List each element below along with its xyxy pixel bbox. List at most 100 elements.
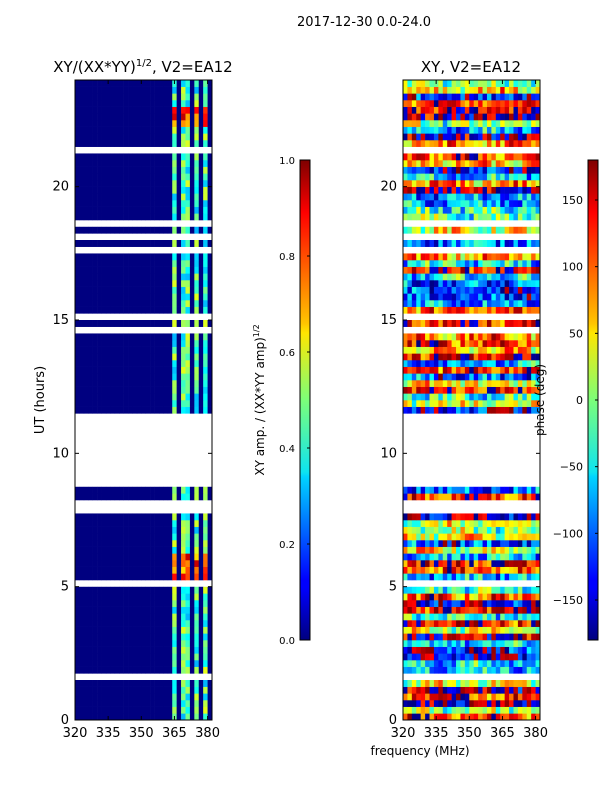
heatmap-cell	[119, 106, 124, 114]
heatmap-cell	[181, 200, 186, 207]
heatmap-cell	[486, 400, 492, 407]
heatmap-cell	[207, 293, 212, 301]
heatmap-cell	[425, 633, 430, 641]
heatmap-cell	[198, 333, 204, 341]
heatmap-cell	[486, 100, 492, 107]
heatmap-cell	[456, 373, 461, 381]
heatmap-cell	[425, 406, 430, 414]
heatmap-cell	[141, 380, 147, 387]
heatmap-cell	[150, 513, 155, 521]
heatmap-cell	[420, 333, 426, 341]
heatmap-cell	[150, 486, 155, 494]
heatmap-cell	[88, 660, 93, 667]
heatmap-cell	[114, 206, 120, 214]
heatmap-cell	[114, 540, 120, 547]
heatmap-cell	[500, 640, 505, 647]
heatmap-cell	[522, 186, 528, 194]
heatmap-cell	[469, 513, 475, 521]
heatmap-cell	[75, 373, 80, 381]
heatmap-cell	[469, 213, 475, 221]
heatmap-cell	[79, 533, 85, 541]
heatmap-cell	[167, 686, 173, 694]
heatmap-cell	[464, 633, 470, 641]
heatmap-cell	[535, 486, 540, 494]
heatmap-cell	[451, 373, 457, 381]
heatmap-cell	[105, 240, 111, 247]
heatmap-cell	[75, 513, 80, 521]
heatmap-cell	[464, 273, 470, 281]
heatmap-cell	[473, 260, 479, 267]
heatmap-cell	[119, 626, 124, 634]
heatmap-cell	[97, 226, 102, 234]
heatmap-cell	[128, 206, 133, 214]
heatmap-cell	[176, 300, 182, 307]
heatmap-cell	[110, 346, 116, 354]
heatmap-cell	[473, 493, 479, 501]
heatmap-cell	[403, 280, 408, 287]
heatmap-cell	[473, 213, 479, 221]
heatmap-cell	[189, 406, 195, 414]
heatmap-cell	[141, 266, 147, 274]
heatmap-cell	[438, 353, 444, 361]
heatmap-cell	[114, 320, 120, 327]
heatmap-cell	[207, 366, 212, 374]
heatmap-cell	[504, 166, 510, 174]
heatmap-cell	[181, 373, 186, 381]
heatmap-cell	[469, 266, 475, 274]
heatmap-cell	[83, 80, 89, 87]
heatmap-cell	[105, 100, 111, 107]
heatmap-cell	[464, 593, 470, 601]
heatmap-cell	[119, 660, 124, 667]
heatmap-cell	[513, 93, 519, 101]
heatmap-cell	[132, 693, 138, 701]
heatmap-cell	[513, 706, 519, 714]
heatmap-cell	[128, 386, 133, 394]
heatmap-cell	[535, 686, 540, 694]
heatmap-cell	[509, 80, 514, 87]
heatmap-cell	[83, 660, 89, 667]
heatmap-cell	[128, 486, 133, 494]
heatmap-cell	[411, 366, 417, 374]
heatmap-cell	[425, 620, 430, 627]
heatmap-cell	[486, 186, 492, 194]
heatmap-cell	[158, 320, 164, 327]
heatmap-cell	[194, 280, 200, 287]
heatmap-cell	[464, 560, 470, 567]
heatmap-cell	[509, 166, 514, 174]
heatmap-cell	[403, 713, 408, 720]
heatmap-cell	[198, 680, 204, 687]
heatmap-cell	[420, 526, 426, 534]
heatmap-cell	[513, 513, 519, 521]
heatmap-cell	[442, 493, 448, 501]
heatmap-cell	[491, 486, 497, 494]
heatmap-cell	[500, 300, 505, 307]
heatmap-cell	[416, 226, 421, 234]
heatmap-cell	[407, 360, 413, 367]
heatmap-cell	[517, 86, 523, 94]
heatmap-cell	[500, 493, 505, 501]
heatmap-cell	[145, 180, 151, 187]
heatmap-cell	[473, 306, 479, 314]
heatmap-cell	[123, 133, 129, 141]
heatmap-cell	[420, 80, 426, 87]
heatmap-cell	[203, 680, 208, 687]
heatmap-cell	[97, 133, 102, 141]
heatmap-cell	[416, 386, 421, 394]
heatmap-cell	[447, 666, 452, 674]
heatmap-cell	[486, 633, 492, 641]
heatmap-cell	[128, 353, 133, 361]
flagged-row	[75, 446, 212, 454]
heatmap-cell	[495, 620, 501, 627]
heatmap-cell	[123, 266, 129, 274]
heatmap-cell	[136, 560, 142, 567]
heatmap-cell	[123, 380, 129, 387]
heatmap-cell	[504, 566, 510, 574]
heatmap-cell	[203, 173, 208, 181]
heatmap-cell	[456, 140, 461, 147]
heatmap-cell	[433, 706, 439, 714]
heatmap-cell	[526, 280, 532, 287]
heatmap-cell	[101, 86, 107, 94]
heatmap-cell	[79, 706, 85, 714]
heatmap-cell	[442, 713, 448, 720]
heatmap-cell	[504, 573, 510, 581]
